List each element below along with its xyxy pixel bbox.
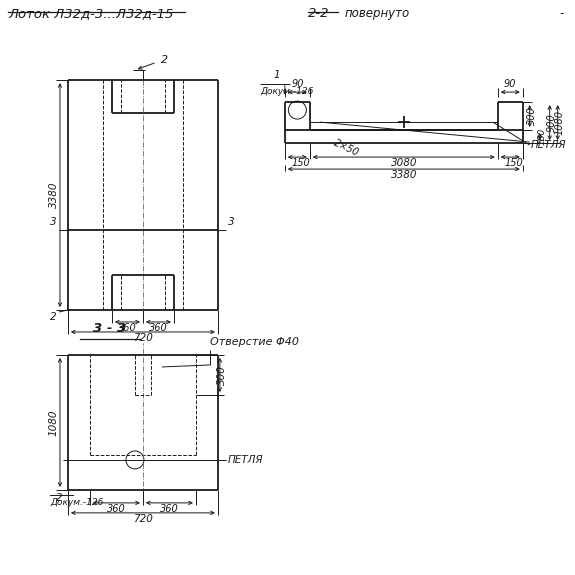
Text: 360: 360 <box>160 504 179 514</box>
Text: 2×50: 2×50 <box>332 138 361 158</box>
Text: -: - <box>559 7 564 20</box>
Text: ПЕТЛЯ: ПЕТЛЯ <box>228 455 263 465</box>
Text: 150: 150 <box>505 158 523 168</box>
Text: 2: 2 <box>51 312 57 322</box>
Text: 2: 2 <box>56 493 63 503</box>
Text: 1080: 1080 <box>49 409 59 436</box>
Text: 360: 360 <box>107 504 126 514</box>
Text: 1080: 1080 <box>555 110 565 135</box>
Text: 3: 3 <box>228 217 235 227</box>
Text: Докум.-126: Докум.-126 <box>50 498 104 507</box>
Text: 150: 150 <box>292 158 311 168</box>
Text: ПЕТЛЯ: ПЕТЛЯ <box>531 140 566 150</box>
Text: 3380: 3380 <box>390 170 417 180</box>
Text: 720: 720 <box>133 514 153 524</box>
Text: 3 - 3: 3 - 3 <box>93 322 126 335</box>
Text: 90: 90 <box>291 79 304 89</box>
Text: Отверстие Φ40: Отверстие Φ40 <box>210 337 299 347</box>
Text: 720: 720 <box>133 333 153 343</box>
Text: 90: 90 <box>504 79 516 89</box>
Text: 360: 360 <box>118 323 137 333</box>
Text: 2-2: 2-2 <box>308 7 329 20</box>
Text: 1: 1 <box>273 70 280 80</box>
Text: 3080: 3080 <box>390 158 417 168</box>
Text: 180: 180 <box>537 128 546 145</box>
Text: 300: 300 <box>217 365 227 385</box>
Text: 900: 900 <box>547 113 557 132</box>
Text: 3: 3 <box>51 217 57 227</box>
Text: повернуто: повернуто <box>345 7 410 20</box>
Text: 300: 300 <box>527 107 536 125</box>
Text: Докум.-126: Докум.-126 <box>260 87 313 96</box>
Text: 360: 360 <box>149 323 168 333</box>
Text: 3380: 3380 <box>49 182 59 208</box>
Text: Лоток Л32д-3...Л32д-15: Лоток Л32д-3...Л32д-15 <box>8 7 174 20</box>
Text: 2: 2 <box>161 55 168 65</box>
